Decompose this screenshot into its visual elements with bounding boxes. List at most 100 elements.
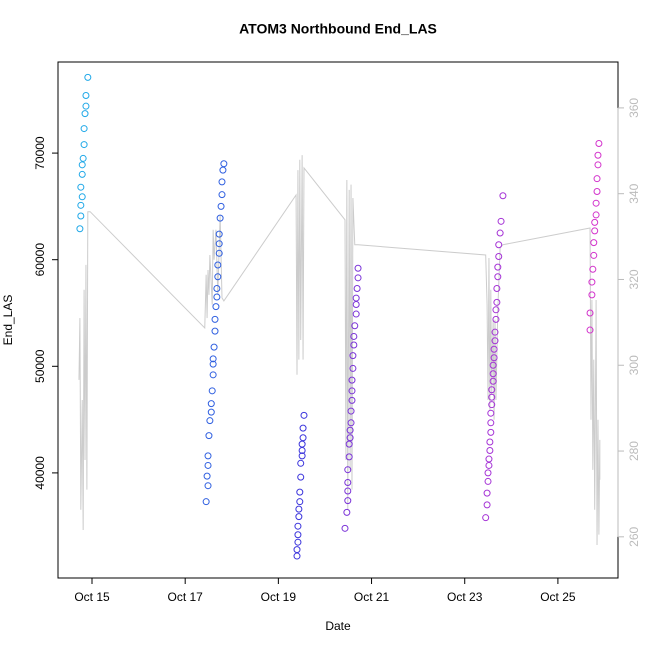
point: [77, 201, 85, 209]
point: [495, 252, 503, 260]
point: [354, 264, 362, 272]
point: [487, 419, 495, 427]
point: [298, 452, 306, 460]
point: [491, 328, 499, 336]
point: [354, 274, 362, 282]
point: [489, 361, 497, 369]
point: [588, 278, 596, 286]
point: [586, 326, 594, 334]
x-tick-label: Oct 15: [74, 590, 110, 604]
y-axis-label: End_LAS: [1, 295, 15, 346]
point: [295, 505, 303, 513]
point: [351, 322, 359, 330]
point: [217, 202, 225, 210]
point: [484, 469, 492, 477]
point: [586, 309, 594, 317]
point: [594, 161, 602, 169]
point: [349, 352, 357, 360]
y-tick-label: 40000: [33, 456, 47, 490]
point: [220, 160, 228, 168]
point: [352, 294, 360, 302]
x-tick-label: Oct 25: [540, 590, 576, 604]
point: [202, 498, 210, 506]
point: [494, 273, 502, 281]
point: [348, 376, 356, 384]
point: [348, 387, 356, 395]
point: [592, 199, 600, 207]
x-axis-label: Date: [325, 619, 351, 633]
point: [218, 191, 226, 199]
point: [204, 452, 212, 460]
point: [294, 522, 302, 530]
point: [590, 251, 598, 259]
point: [344, 466, 352, 474]
point: [293, 552, 301, 560]
point: [495, 241, 503, 249]
point: [205, 432, 213, 440]
point: [485, 461, 493, 469]
point: [76, 225, 84, 233]
point: [486, 447, 494, 455]
point: [215, 230, 223, 238]
y2-tick-label: 300: [627, 355, 641, 375]
point: [483, 489, 491, 497]
line: [78, 155, 601, 545]
y2-tick-label: 320: [627, 269, 641, 289]
point: [593, 175, 601, 183]
point: [345, 440, 353, 448]
point: [209, 371, 217, 379]
point: [487, 409, 495, 417]
point: [79, 154, 87, 162]
point: [493, 298, 501, 306]
point: [348, 396, 356, 404]
point: [492, 306, 500, 314]
point: [207, 400, 215, 408]
point: [297, 459, 305, 467]
point: [300, 411, 308, 419]
point: [489, 370, 497, 378]
chart-title: ATOM3 Northbound End_LAS: [239, 21, 437, 37]
point: [588, 291, 596, 299]
point: [483, 501, 491, 509]
point: [212, 303, 220, 311]
point: [211, 327, 219, 335]
point: [210, 343, 218, 351]
point: [82, 102, 90, 110]
point: [350, 341, 358, 349]
x-tick-label: Oct 23: [447, 590, 483, 604]
point: [297, 473, 305, 481]
point: [350, 332, 358, 340]
point: [496, 229, 504, 237]
point: [211, 315, 219, 323]
point: [344, 487, 352, 495]
point: [82, 92, 90, 100]
point: [214, 261, 222, 269]
point: [78, 193, 86, 201]
plot-box: [57, 61, 619, 579]
point: [299, 424, 307, 432]
point: [344, 497, 352, 505]
point: [78, 170, 86, 178]
point: [494, 263, 502, 271]
point: [591, 218, 599, 226]
point: [591, 227, 599, 235]
point: [215, 240, 223, 248]
y-tick-label: 50000: [33, 349, 47, 383]
y2-tick-label: 360: [627, 98, 641, 118]
point: [491, 337, 499, 345]
point: [590, 239, 598, 247]
point: [209, 360, 217, 368]
point: [352, 300, 360, 308]
point: [294, 531, 302, 539]
point: [484, 477, 492, 485]
point: [213, 284, 221, 292]
y2-tick-label: 260: [627, 526, 641, 546]
point: [589, 265, 597, 273]
point: [488, 393, 496, 401]
point: [487, 428, 495, 436]
point: [490, 354, 498, 362]
y-tick-label: 60000: [33, 243, 47, 277]
point: [492, 315, 500, 323]
point: [296, 488, 304, 496]
